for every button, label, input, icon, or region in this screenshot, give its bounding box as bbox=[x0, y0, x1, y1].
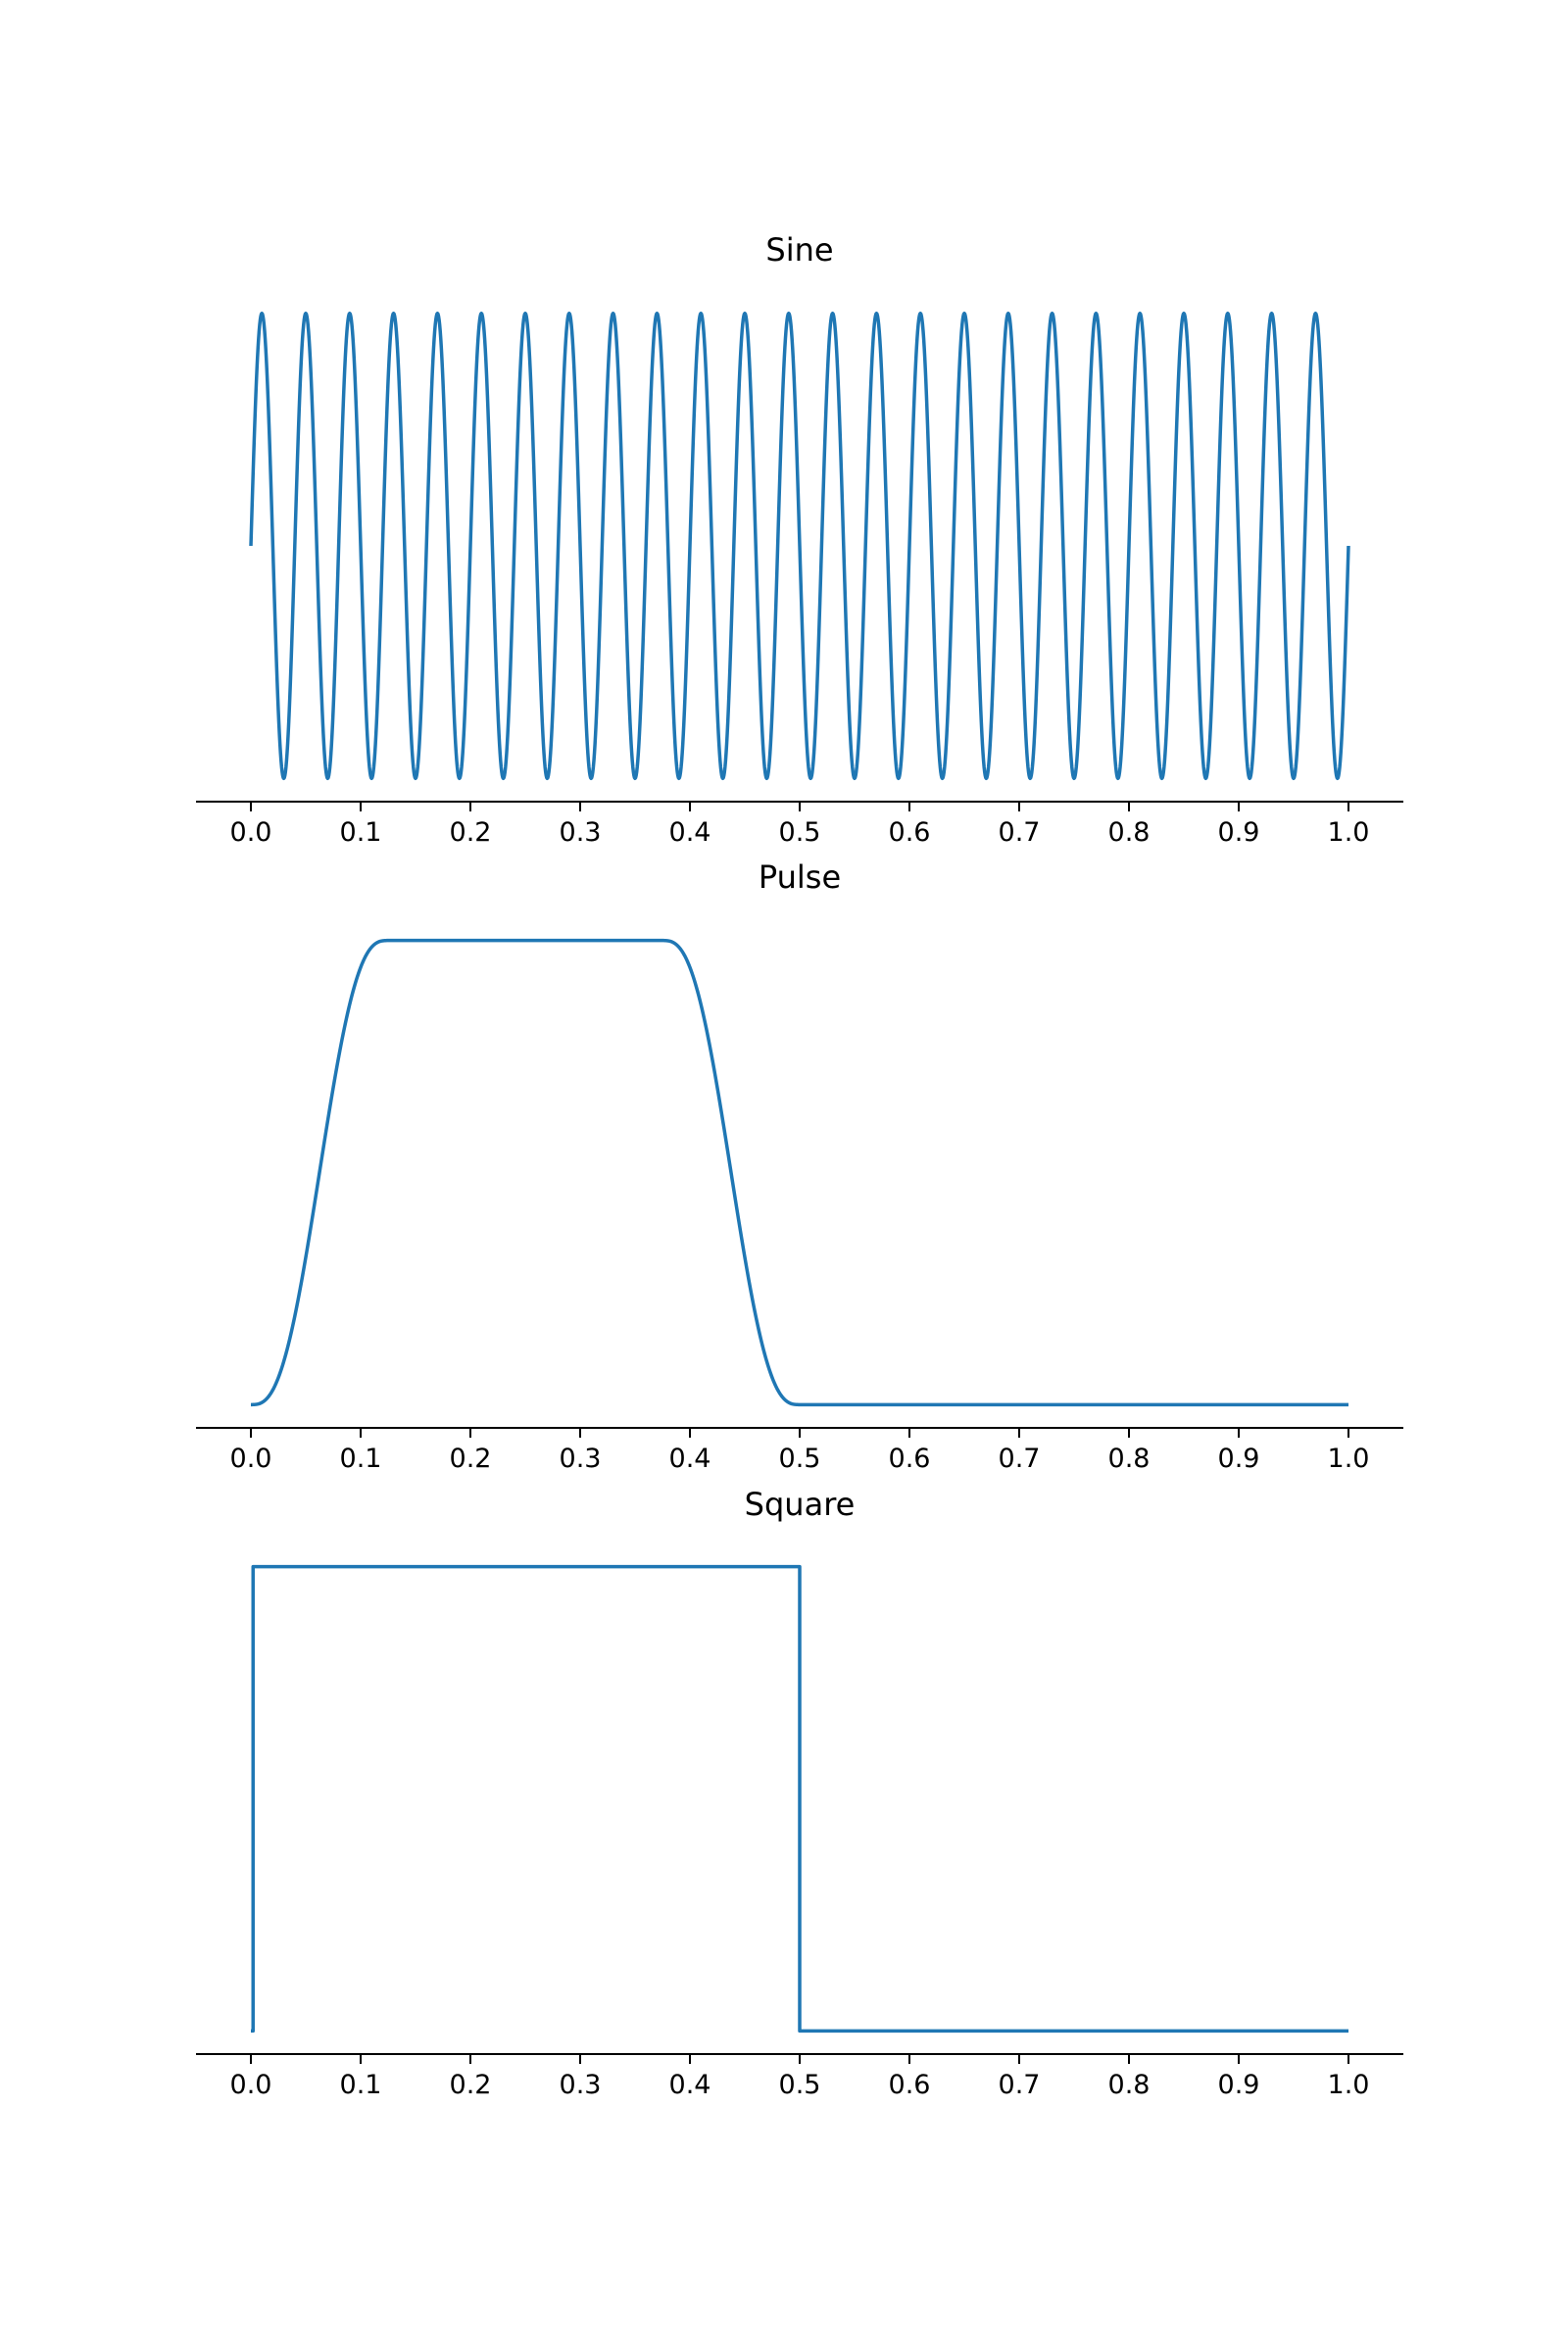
pulse-x-tick-label: 1.0 bbox=[1328, 1444, 1370, 1474]
sine-x-tick-label: 0.7 bbox=[999, 817, 1041, 848]
sine-x-tick-label: 0.9 bbox=[1218, 817, 1260, 848]
pulse-x-tick-label: 0.5 bbox=[779, 1444, 821, 1474]
square-x-tick-label: 0.6 bbox=[889, 2070, 931, 2100]
square-x-tick-label: 0.2 bbox=[450, 2070, 492, 2100]
pulse-x-tick-label: 0.9 bbox=[1218, 1444, 1260, 1474]
sine-x-tick-label: 0.0 bbox=[230, 817, 272, 848]
square-x-tick-label: 0.5 bbox=[779, 2070, 821, 2100]
square-title: Square bbox=[745, 1486, 856, 1523]
pulse-x-tick-label: 0.3 bbox=[560, 1444, 602, 1474]
square-x-tick-label: 1.0 bbox=[1328, 2070, 1370, 2100]
pulse-x-tick-label: 0.0 bbox=[230, 1444, 272, 1474]
square-x-tick-label: 0.8 bbox=[1108, 2070, 1151, 2100]
sine-x-tick-label: 0.3 bbox=[560, 817, 602, 848]
square-x-ticks: 0.0 0.1 0.2 0.3 0.4 0.5 0.6 0.7 0.8 0.9 1.0 bbox=[230, 2054, 1370, 2100]
pulse-panel: Pulse 0.0 0.1 0.2 0.3 0.4 0.5 0.6 0.7 0.8 0.9 1.0 bbox=[196, 858, 1403, 1474]
pulse-x-tick-label: 0.6 bbox=[889, 1444, 931, 1474]
pulse-x-ticks: 0.0 0.1 0.2 0.3 0.4 0.5 0.6 0.7 0.8 0.9 1.0 bbox=[230, 1428, 1370, 1474]
sine-panel: Sine 0.0 0.1 0.2 0.3 0.4 0.5 0.6 0.7 0.8 0.9 1.0 bbox=[196, 231, 1403, 848]
sine-x-tick-label: 0.2 bbox=[450, 817, 492, 848]
sine-x-tick-label: 0.8 bbox=[1108, 817, 1151, 848]
sine-series-line bbox=[249, 311, 1350, 781]
sine-x-ticks: 0.0 0.1 0.2 0.3 0.4 0.5 0.6 0.7 0.8 0.9 1.0 bbox=[230, 802, 1370, 848]
square-x-tick-label: 0.7 bbox=[999, 2070, 1041, 2100]
sine-title: Sine bbox=[765, 231, 833, 269]
square-x-tick-label: 0.3 bbox=[560, 2070, 602, 2100]
sine-x-tick-label: 0.4 bbox=[669, 817, 711, 848]
square-x-tick-label: 0.4 bbox=[669, 2070, 711, 2100]
square-x-tick-label: 0.0 bbox=[230, 2070, 272, 2100]
square-x-tick-label: 0.9 bbox=[1218, 2070, 1260, 2100]
pulse-x-tick-label: 0.8 bbox=[1108, 1444, 1151, 1474]
sine-x-tick-label: 0.1 bbox=[340, 817, 382, 848]
sine-x-tick-label: 1.0 bbox=[1328, 817, 1370, 848]
pulse-series-line bbox=[250, 938, 1349, 1407]
sine-x-tick-label: 0.6 bbox=[889, 817, 931, 848]
pulse-x-tick-label: 0.7 bbox=[999, 1444, 1041, 1474]
square-x-tick-label: 0.1 bbox=[340, 2070, 382, 2100]
pulse-x-tick-label: 0.2 bbox=[450, 1444, 492, 1474]
pulse-x-tick-label: 0.1 bbox=[340, 1444, 382, 1474]
pulse-x-tick-label: 0.4 bbox=[669, 1444, 711, 1474]
square-series-line bbox=[251, 1564, 1348, 2034]
square-panel: Square 0.0 0.1 0.2 0.3 0.4 0.5 0.6 0.7 0.8 0.9 1.0 bbox=[196, 1486, 1403, 2100]
pulse-title: Pulse bbox=[759, 858, 841, 896]
sine-x-tick-label: 0.5 bbox=[779, 817, 821, 848]
